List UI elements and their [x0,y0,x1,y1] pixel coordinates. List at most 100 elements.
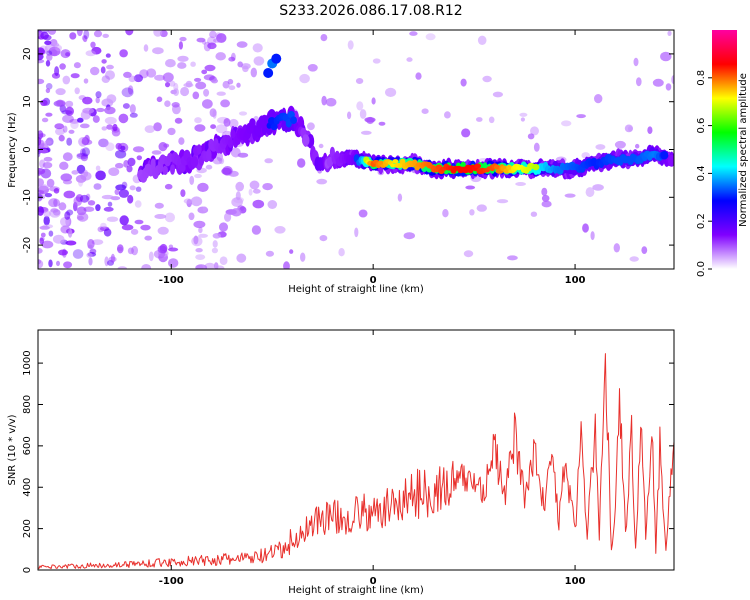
noise-blob [68,129,75,134]
noise-blob [64,211,71,220]
noise-blob [265,250,274,257]
noise-blob [228,118,239,129]
noise-blob [201,69,208,75]
noise-blob [492,91,503,98]
noise-blob [95,204,101,212]
noise-blob [194,77,202,82]
noise-blob [89,248,97,255]
noise-blob [49,49,58,56]
noise-blob [115,162,124,169]
noise-blob [283,261,290,269]
noise-blob [105,53,111,58]
noise-blob [129,112,138,118]
noise-blob [267,200,278,209]
noise-blob [62,75,71,85]
noise-blob [87,244,93,249]
snr-y-axis-label: SNR (10 * v/v) [7,414,18,485]
noise-blob [250,67,257,78]
noise-blob [488,116,495,124]
noise-blob [134,219,144,225]
noise-blob [143,44,149,52]
noise-blob [65,52,71,57]
noise-blob [127,157,136,167]
noise-blob [42,224,54,229]
noise-blob [40,31,49,40]
noise-blob [533,142,540,152]
noise-blob [93,183,102,190]
noise-blob [114,189,120,195]
noise-blob [228,56,236,62]
noise-blob [191,236,203,247]
noise-blob [415,72,422,80]
noise-blob [180,189,186,198]
noise-blob [41,240,54,249]
noise-blob [132,146,145,153]
noise-blob [144,125,155,133]
colorbar-scale [712,30,737,269]
ridge-blob [506,164,513,170]
noise-blob [105,70,115,80]
noise-blob [195,248,203,253]
noise-blob [252,188,261,194]
noise-blob [195,81,207,90]
noise-blob [162,72,174,83]
noise-blob [110,253,115,264]
noise-blob [236,253,247,263]
colorbar-tick-label: 0.4 [696,165,707,181]
noise-blob [101,126,108,131]
ridge-blob [190,156,199,168]
spectrogram-x-axis-label: Height of straight line (km) [288,284,424,295]
noise-blob [671,75,674,85]
noise-blob [629,256,639,262]
noise-blob [228,85,236,91]
noise-blob [320,34,328,42]
noise-blob [65,240,77,246]
noise-blob [165,59,176,68]
noise-blob [44,140,52,145]
y-tick-label: 400 [22,478,33,497]
noise-blob [231,197,243,208]
noise-blob [207,42,217,50]
noise-blob [211,78,218,84]
colorbar-label: Normalized spectral amplitude [738,73,749,227]
noise-blob [210,124,217,129]
noise-blob [216,91,226,96]
noise-blob [202,99,213,109]
noise-blob [125,30,134,36]
noise-blob [77,117,84,123]
noise-blob [53,188,60,194]
noise-blob [39,237,44,245]
noise-blob [628,126,633,132]
noise-blob [82,96,93,105]
noise-blob [224,212,232,222]
noise-blob [154,202,164,209]
colorbar-tick-label: 0.8 [696,70,707,86]
noise-blob [102,33,109,39]
noise-blob [249,180,260,190]
ridge-blob [301,134,310,147]
noise-blob [527,133,535,140]
noise-blob [316,178,328,185]
ridge-blob [206,149,212,161]
noise-blob [115,149,127,159]
noise-blob [148,251,154,262]
ridge-blob [150,158,156,171]
noise-blob [119,49,128,58]
noise-blob [108,256,117,263]
noise-blob [633,57,639,67]
noise-blob [74,87,80,95]
noise-blob [220,99,231,108]
ridge-blob [493,164,501,170]
noise-blob [38,136,42,146]
noise-blob [180,86,190,97]
noise-blob [590,231,595,241]
y-tick-label: 1000 [22,350,33,375]
noise-blob [238,111,248,116]
spectrogram-y-axis-label: Frequency (Hz) [7,112,18,188]
ridge-blob [230,129,236,139]
noise-blob [222,80,230,89]
noise-blob [59,161,69,170]
noise-blob [127,194,134,204]
noise-blob [144,235,152,241]
